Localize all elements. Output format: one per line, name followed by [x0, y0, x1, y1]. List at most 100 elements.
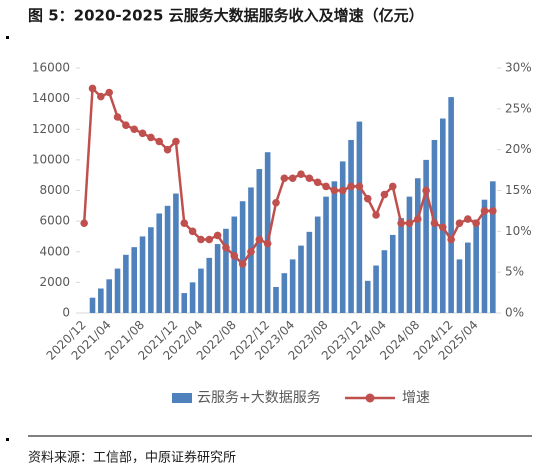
growth-marker: [280, 174, 289, 183]
y-tick-label: 6000: [39, 214, 70, 228]
bar: [439, 118, 446, 313]
bar: [239, 201, 246, 313]
growth-marker: [330, 186, 339, 195]
bar: [490, 181, 496, 313]
growth-marker: [105, 88, 113, 97]
growth-marker: [455, 219, 464, 227]
bar: [414, 178, 421, 313]
growth-marker: [397, 219, 405, 227]
growth-marker: [147, 133, 155, 142]
growth-marker: [489, 207, 497, 215]
growth-marker: [88, 84, 97, 93]
growth-marker: [197, 235, 205, 244]
growth-marker: [138, 129, 147, 138]
bar: [181, 293, 188, 313]
growth-marker: [388, 182, 397, 191]
growth-marker: [363, 194, 372, 203]
growth-marker: [113, 113, 122, 121]
y-tick-label: 0: [62, 306, 70, 320]
bar: [148, 227, 154, 313]
growth-marker: [380, 190, 389, 199]
y-tick-label: 10000: [32, 152, 70, 166]
growth-marker: [430, 219, 439, 227]
growth-marker: [188, 227, 197, 236]
growth-marker: [447, 235, 455, 244]
growth-marker: [480, 207, 489, 215]
growth-marker: [472, 219, 480, 227]
bar: [373, 265, 379, 313]
bar: [389, 234, 396, 313]
y2-tick-label: 25%: [505, 101, 532, 115]
growth-marker: [130, 125, 139, 134]
bar: [139, 236, 146, 313]
bar: [339, 161, 346, 313]
bar: [231, 216, 238, 313]
bar: [89, 297, 96, 313]
growth-marker: [263, 239, 272, 248]
y-tick-label: 12000: [32, 122, 70, 136]
y-tick-label: 4000: [39, 244, 70, 258]
bar: [298, 245, 304, 313]
growth-marker: [155, 137, 164, 146]
bar: [398, 218, 404, 313]
bar: [331, 181, 338, 313]
bar: [131, 247, 138, 313]
bar: [264, 152, 271, 313]
growth-marker: [405, 219, 414, 227]
chart-title: 图 5：2020-2025 云服务大数据服务收入及增速（亿元）: [28, 7, 424, 25]
y2-tick-label: 20%: [505, 142, 532, 156]
bar: [481, 199, 488, 313]
bullet: [6, 36, 9, 39]
growth-marker: [355, 182, 364, 191]
growth-marker: [80, 219, 88, 227]
bar: [164, 205, 171, 313]
bar: [106, 279, 112, 313]
legend-label: 云服务+大数据服务: [197, 390, 321, 406]
bar: [206, 257, 213, 313]
bar: [173, 193, 179, 313]
growth-marker: [322, 182, 330, 191]
growth-marker: [230, 252, 239, 260]
y2-tick-label: 5%: [505, 265, 524, 279]
bar: [348, 139, 354, 313]
growth-marker: [297, 170, 305, 178]
bar: [314, 216, 321, 313]
y-tick-label: 14000: [32, 91, 70, 105]
growth-marker: [222, 243, 230, 252]
y2-tick-label: 0%: [505, 306, 524, 320]
growth-marker: [97, 92, 105, 101]
bar: [381, 250, 388, 313]
growth-marker: [172, 137, 180, 146]
growth-marker: [438, 223, 447, 232]
bar: [156, 213, 163, 313]
bullet: [6, 438, 9, 441]
bar: [281, 273, 288, 313]
bar: [198, 268, 204, 313]
bar: [114, 268, 121, 313]
bar: [456, 259, 463, 313]
bar: [214, 244, 221, 313]
growth-line: [82, 85, 493, 266]
legend-swatch: [365, 393, 375, 403]
growth-marker: [213, 231, 222, 240]
bar: [306, 231, 313, 313]
y-tick-label: 2000: [39, 275, 70, 289]
growth-marker: [464, 215, 472, 223]
bar: [223, 228, 229, 313]
growth-marker: [313, 178, 322, 187]
growth-marker: [255, 235, 264, 244]
growth-marker: [413, 215, 422, 223]
bar: [364, 280, 371, 313]
growth-marker: [338, 186, 347, 195]
bar: [356, 121, 363, 313]
legend-label: 增速: [402, 390, 430, 406]
growth-marker: [372, 211, 380, 219]
growth-marker: [238, 260, 247, 268]
bar: [273, 286, 279, 313]
growth-marker: [122, 121, 130, 129]
legend-swatch: [172, 393, 192, 403]
bar: [406, 196, 413, 313]
growth-marker: [163, 145, 172, 154]
growth-marker: [305, 174, 314, 183]
